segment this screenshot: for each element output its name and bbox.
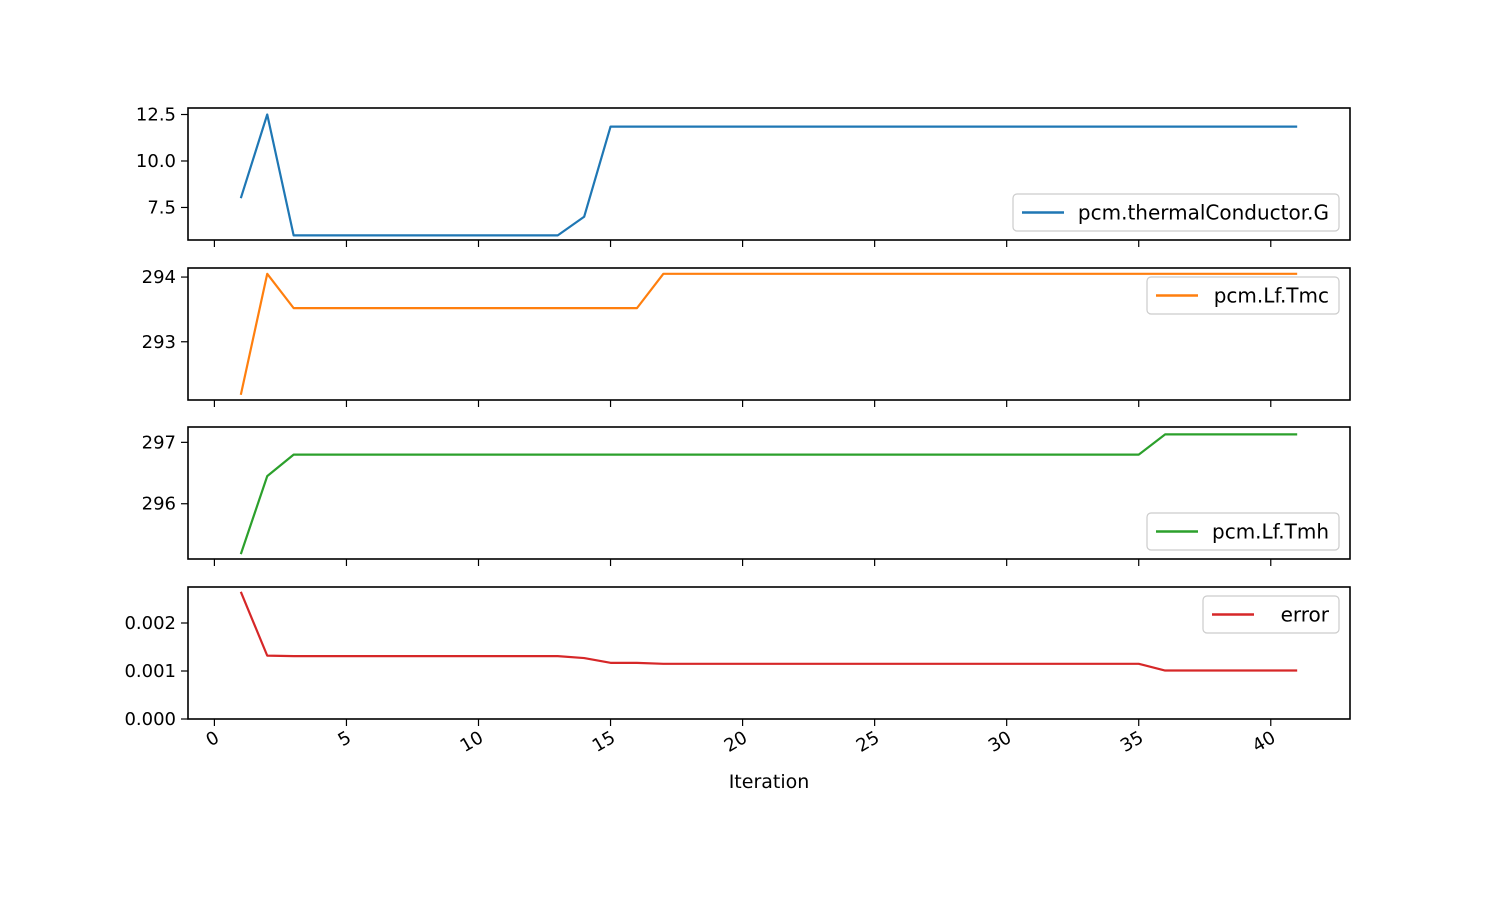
y-tick-label: 0.002 [124, 613, 176, 634]
x-tick-label: 30 [985, 727, 1015, 757]
y-tick-label: 0.000 [124, 709, 176, 730]
panel-3: 296 297 pcm.Lf.Tmh [142, 426, 1351, 566]
series-line-1 [239, 113, 1298, 237]
y-tick-label: 12.5 [136, 105, 176, 126]
x-tick-label: 0 [202, 727, 222, 751]
panel-2: 293 294 pcm.Lf.Tmc [142, 267, 1351, 407]
legend-label: pcm.thermalConductor.G [1078, 201, 1329, 225]
panel-1: 7.5 10.0 12.5 pcm.thermalConductor.G [136, 105, 1351, 247]
x-tick-label: 35 [1117, 727, 1147, 757]
y-tick-label: 296 [142, 494, 176, 515]
y-tick-label: 7.5 [147, 197, 176, 218]
y-tick-label: 293 [142, 332, 176, 353]
legend-label: error [1281, 603, 1330, 627]
x-tick-label: 10 [457, 727, 487, 757]
series-line-3 [239, 433, 1298, 555]
x-tick-label: 25 [853, 727, 883, 757]
legend: pcm.Lf.Tmc [1146, 276, 1340, 315]
axes-frame [187, 267, 1351, 401]
x-tick-label: 15 [589, 727, 619, 757]
series-line-4 [239, 591, 1298, 672]
y-tick-label: 297 [142, 432, 176, 453]
legend-box [1146, 276, 1340, 315]
legend: pcm.thermalConductor.G [1012, 193, 1340, 232]
axes-frame [187, 426, 1351, 560]
legend-box [1202, 595, 1340, 634]
axes-frame [187, 107, 1351, 241]
y-tick-label: 0.001 [124, 661, 176, 682]
y-tick-label: 294 [142, 267, 176, 288]
x-tick-label: 40 [1249, 727, 1279, 757]
x-tick-label: 5 [335, 727, 355, 751]
series-line-2 [239, 272, 1298, 396]
legend-box [1146, 512, 1340, 551]
axes-frame [187, 586, 1351, 720]
legend: pcm.Lf.Tmh [1146, 512, 1340, 551]
y-tick-label: 10.0 [136, 151, 176, 172]
x-tick-label: 20 [721, 727, 751, 757]
panel-4: 0.000 0.001 0.002 error [124, 586, 1351, 730]
legend: error [1202, 595, 1340, 634]
legend-label: pcm.Lf.Tmh [1212, 520, 1329, 544]
legend-label: pcm.Lf.Tmc [1214, 284, 1329, 308]
x-axis-label: Iteration [729, 771, 810, 793]
legend-box [1012, 193, 1340, 232]
